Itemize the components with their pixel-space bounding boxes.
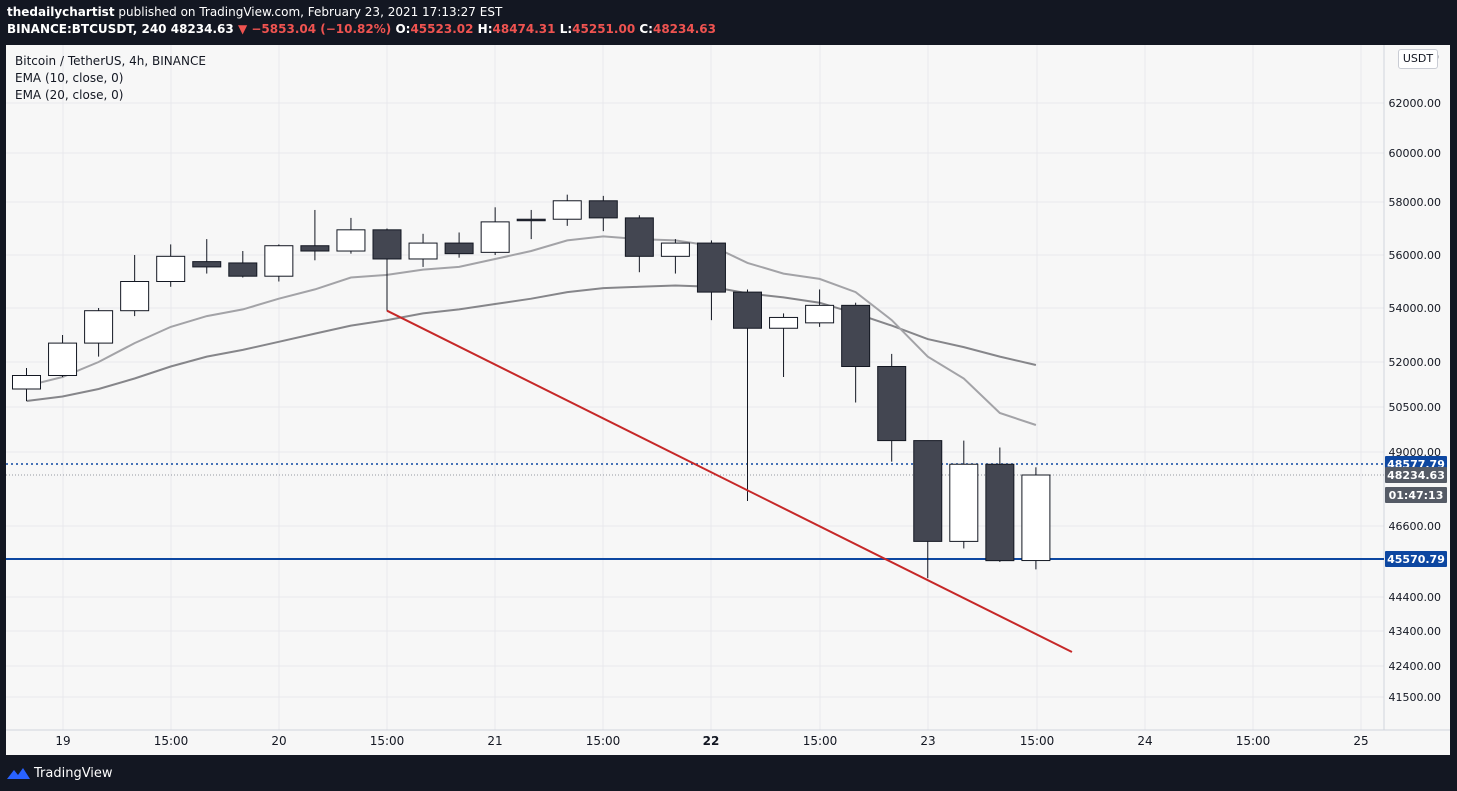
price-tick-label: 44400.00 xyxy=(1389,591,1442,604)
time-tick-label: 19 xyxy=(55,734,70,748)
chart-legend: Bitcoin / TetherUS, 4h, BINANCE EMA (10,… xyxy=(15,53,206,104)
candles xyxy=(12,194,1051,579)
grid xyxy=(6,45,1384,730)
ema10-line xyxy=(26,235,1037,426)
currency-unit-button[interactable]: USDT xyxy=(1398,49,1438,69)
price-tick-label: 60000.00 xyxy=(1389,147,1442,160)
chart-panel[interactable] xyxy=(6,45,1450,755)
candle-down xyxy=(696,242,726,293)
candle-down xyxy=(300,245,330,252)
time-tick-label: 15:00 xyxy=(586,734,621,748)
time-tick-label: 22 xyxy=(703,734,720,748)
price-tick-label: 41500.00 xyxy=(1389,691,1442,704)
close-label: C: xyxy=(639,22,653,36)
time-axis[interactable]: 19 15:00 20 15:00 21 15:00 22 15:00 23 15:00 24 15:… xyxy=(55,734,1368,748)
candle-up xyxy=(1021,474,1051,562)
price-tick-label: 52000.00 xyxy=(1389,356,1442,369)
ohlc-line: BINANCE:BTCUSDT, 240 48234.63 ▼ −5853.04… xyxy=(7,22,716,36)
low-label: L: xyxy=(559,22,573,36)
candle-down xyxy=(372,229,402,260)
horizontal-lines xyxy=(6,463,1384,560)
price-tick-label: 50500.00 xyxy=(1389,401,1442,414)
trendline xyxy=(386,309,1073,653)
close-value: 48234.63 xyxy=(652,22,716,36)
time-tick-label: 21 xyxy=(487,734,502,748)
published-text: published on TradingView.com, February 2… xyxy=(118,5,503,19)
candle-up xyxy=(264,245,294,277)
candle-up xyxy=(949,463,979,542)
time-tick-label: 20 xyxy=(271,734,286,748)
candle-up xyxy=(480,221,510,253)
price-tick-label: 62000.00 xyxy=(1389,97,1442,110)
candle-down xyxy=(841,304,871,368)
legend-ema20[interactable]: EMA (20, close, 0) xyxy=(15,88,124,102)
candle-up xyxy=(805,304,835,324)
candle-down xyxy=(588,200,618,219)
price-tick-label: 58000.00 xyxy=(1389,196,1442,209)
price-axis[interactable]: 6062000.0060000.0058000.0056000.0054000.… xyxy=(1389,51,1442,704)
time-tick-label: 24 xyxy=(1137,734,1152,748)
price-tag-bg xyxy=(1385,467,1447,483)
open-label: O: xyxy=(395,22,411,36)
candle-down xyxy=(228,262,258,277)
footer-bar: TradingView xyxy=(0,757,1457,791)
price-tick-label: 54000.00 xyxy=(1389,302,1442,315)
symbol-interval: BINANCE:BTCUSDT, 240 xyxy=(7,22,167,36)
time-tick-label: 15:00 xyxy=(154,734,189,748)
candle-down xyxy=(192,261,222,268)
price-tag-bg xyxy=(1385,487,1447,503)
price-tag-label: 45570.79 xyxy=(1387,553,1445,566)
author-name[interactable]: thedailychartist xyxy=(7,5,115,19)
legend-ema10[interactable]: EMA (10, close, 0) xyxy=(15,71,124,85)
candle-up xyxy=(336,229,366,252)
price-tick-label: 46600.00 xyxy=(1389,520,1442,533)
candle-up xyxy=(48,342,78,377)
candle-down xyxy=(733,291,762,329)
publish-header: thedailychartist published on TradingVie… xyxy=(0,0,1457,42)
price-tick-label: 56000.00 xyxy=(1389,249,1442,262)
time-tick-label: 15:00 xyxy=(1020,734,1055,748)
price-change: −5853.04 (−10.82%) xyxy=(251,22,392,36)
time-tick-label: 15:00 xyxy=(370,734,405,748)
candle-down xyxy=(877,366,907,442)
candle-up xyxy=(408,242,438,260)
tradingview-logo-icon xyxy=(7,768,30,779)
candle-up xyxy=(660,242,690,257)
trendline-group xyxy=(386,309,1073,653)
candle-up xyxy=(769,316,799,329)
low-value: 45251.00 xyxy=(572,22,636,36)
candle-down xyxy=(985,463,1015,562)
candle-up xyxy=(12,375,41,390)
legend-symbol-title[interactable]: Bitcoin / TetherUS, 4h, BINANCE xyxy=(15,54,206,68)
candle-up xyxy=(552,200,582,220)
candle-up xyxy=(84,310,114,344)
price-tag-bg xyxy=(1385,551,1447,567)
price-tag-label: 01:47:13 xyxy=(1389,489,1444,502)
high-value: 48474.31 xyxy=(492,22,556,36)
price-tick-label: 49000.00 xyxy=(1389,446,1442,459)
candle-down xyxy=(624,217,654,257)
price-tick-label: 42400.00 xyxy=(1389,660,1442,673)
time-tick-label: 15:00 xyxy=(803,734,838,748)
last-price: 48234.63 xyxy=(170,22,234,36)
time-tick-label: 23 xyxy=(920,734,935,748)
candle-up xyxy=(156,255,186,283)
tradingview-brand[interactable]: TradingView xyxy=(34,766,113,781)
candle-up xyxy=(120,281,150,312)
open-value: 45523.02 xyxy=(410,22,474,36)
high-label: H: xyxy=(477,22,493,36)
down-arrow-icon: ▼ xyxy=(237,22,248,36)
time-tick-label: 25 xyxy=(1353,734,1368,748)
candle-down xyxy=(444,242,474,255)
candle-down xyxy=(913,440,943,542)
price-tag-label: 48234.63 xyxy=(1387,469,1445,482)
time-tick-label: 15:00 xyxy=(1236,734,1271,748)
publish-info: thedailychartist published on TradingVie… xyxy=(7,5,502,19)
candle-down xyxy=(516,218,546,222)
price-tick-label: 43400.00 xyxy=(1389,625,1442,638)
